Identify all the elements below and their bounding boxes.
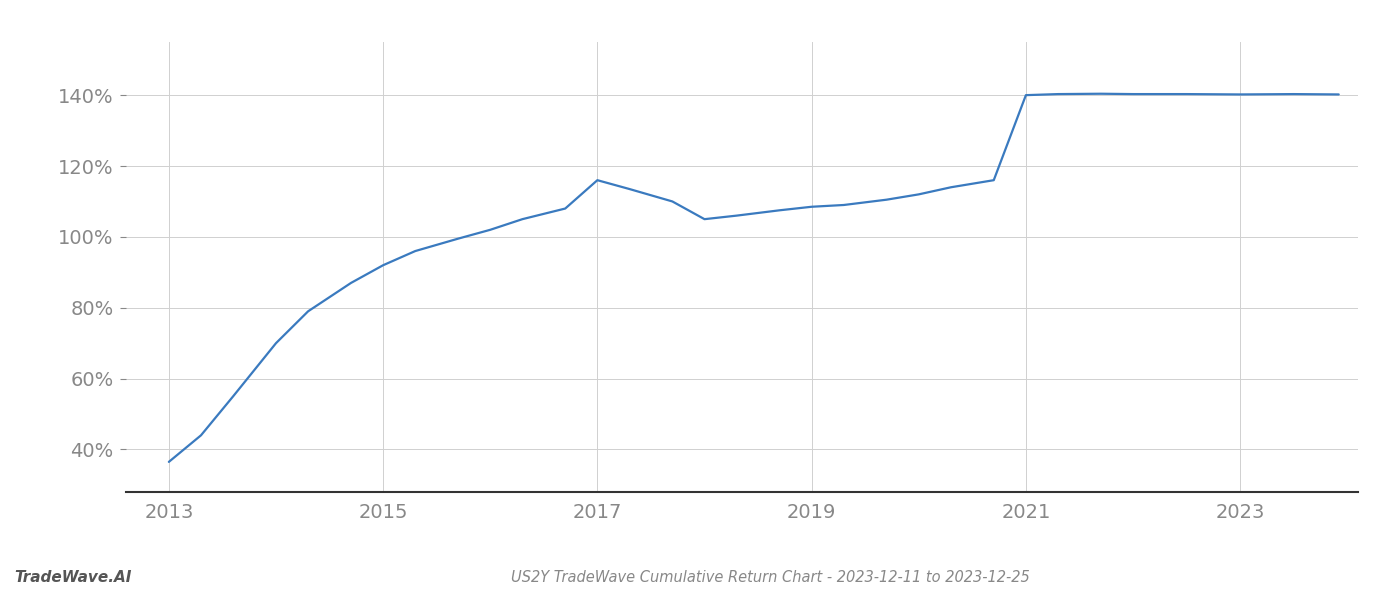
Text: TradeWave.AI: TradeWave.AI <box>14 570 132 585</box>
Text: US2Y TradeWave Cumulative Return Chart - 2023-12-11 to 2023-12-25: US2Y TradeWave Cumulative Return Chart -… <box>511 570 1029 585</box>
